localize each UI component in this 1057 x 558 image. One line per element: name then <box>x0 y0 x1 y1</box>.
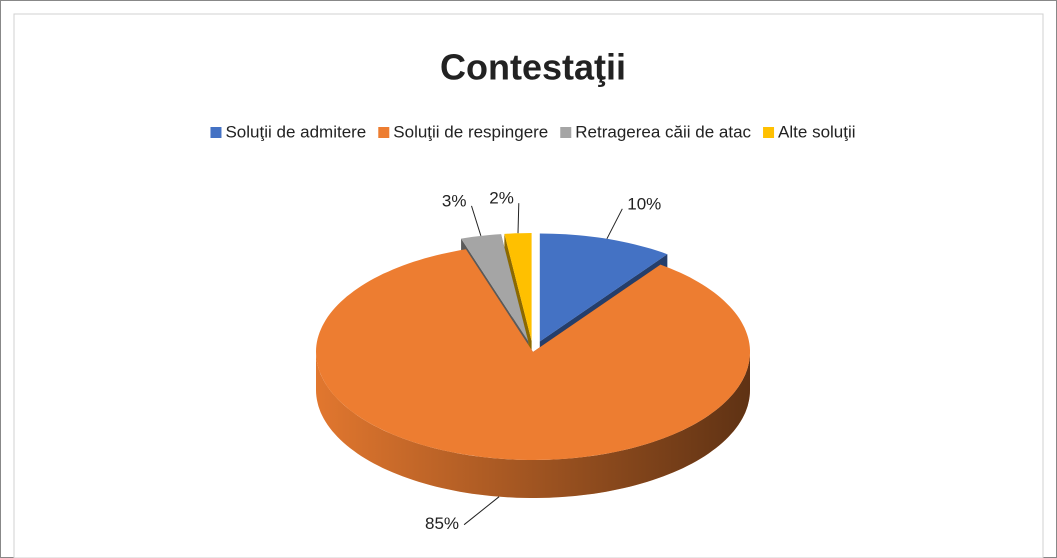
leader-line <box>606 208 623 240</box>
data-label: 2% <box>489 189 514 208</box>
legend-item: Soluţii de admitere <box>210 122 366 141</box>
data-label: 3% <box>442 191 467 210</box>
legend-swatch <box>210 127 222 138</box>
slice <box>461 234 529 342</box>
legend-swatch <box>560 127 572 138</box>
slice-wall-shade <box>316 352 750 498</box>
legend-item: Soluţii de respingere <box>378 122 548 141</box>
chart-title: Contestaţii <box>440 47 626 88</box>
legend-label: Soluţii de admitere <box>225 122 366 141</box>
legend-label: Soluţii de respingere <box>393 122 548 141</box>
legend-label: Retragerea căii de atac <box>575 122 751 141</box>
legend-item: Retragerea căii de atac <box>560 122 752 141</box>
pie: 10% 85% 3% 2% <box>316 189 750 533</box>
leader-line <box>463 496 500 526</box>
data-label: 85% <box>425 514 459 533</box>
slice <box>316 249 750 460</box>
slice-group <box>316 249 750 498</box>
legend-swatch <box>763 127 775 138</box>
data-label: 10% <box>627 194 661 213</box>
legend-swatch <box>378 127 390 138</box>
legend-label: Alte soluţii <box>778 122 855 141</box>
legend: Soluţii de admitere Soluţii de respingere… <box>210 122 856 141</box>
slice <box>539 233 668 342</box>
legend-item: Alte soluţii <box>763 122 856 141</box>
leader-line <box>471 205 482 237</box>
slice <box>504 233 532 341</box>
leader-line <box>517 203 520 234</box>
